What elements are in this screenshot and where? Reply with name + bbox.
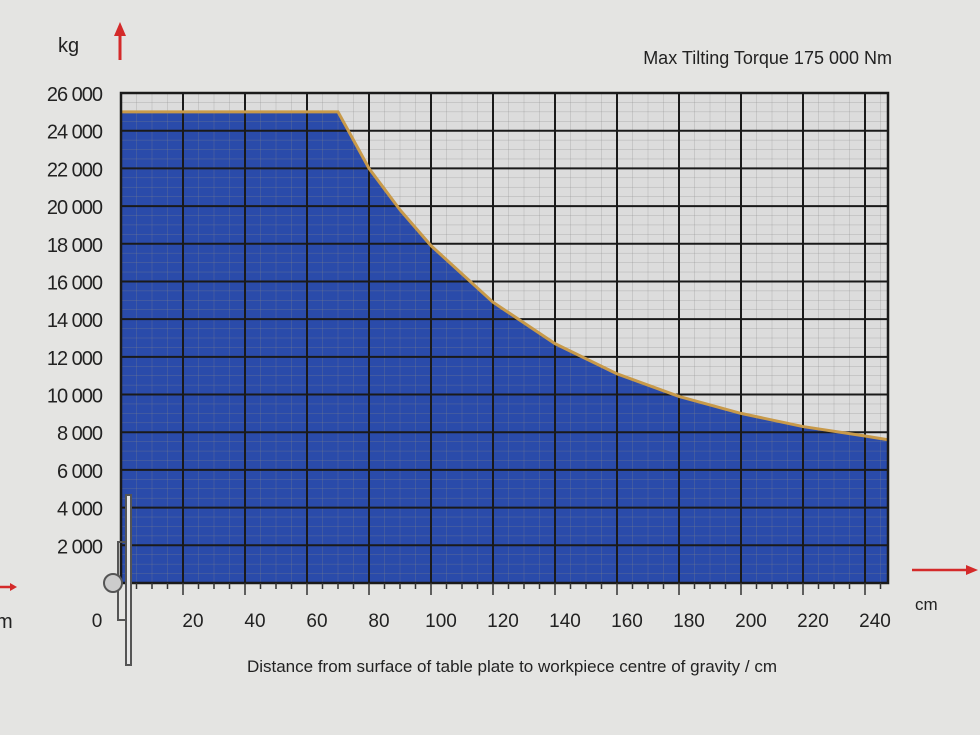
x-tick-label: 120 [487,611,519,632]
y-tick-label: 26 000 [47,84,103,106]
x-tick-label: 100 [425,611,457,632]
x-tick-label: 240 [859,611,891,632]
x-tick-label: 180 [673,611,705,632]
x-tick-label: 200 [735,611,767,632]
x-tick-label: 160 [611,611,643,632]
y-tick-label: 6 000 [57,461,103,483]
y-tick-label: 22 000 [47,159,103,181]
x-tick-label: 220 [797,611,829,632]
y-tick-label: 20 000 [47,197,103,219]
x-tick-label: 140 [549,611,581,632]
y-unit-label: kg [58,35,79,57]
x-axis-label: Distance from surface of table plate to … [247,657,777,676]
x-tick-label: 60 [306,611,327,632]
y-tick-label: 2 000 [57,536,103,558]
plot-frame [119,91,890,585]
y-tick-label: 18 000 [47,235,103,257]
x-tick-label: 80 [368,611,389,632]
y-tick-label: 4 000 [57,499,103,521]
capacity-curve [121,110,889,442]
y-tick-label: 14 000 [47,310,103,332]
y-tick-label: 10 000 [47,386,103,408]
y-tick-label: 8 000 [57,423,103,445]
x-tick-label: 20 [182,611,203,632]
y-tick-label: 12 000 [47,348,103,370]
x-tick-label: 40 [244,611,265,632]
left-edge-text: m [0,611,13,633]
chart-title: Max Tilting Torque 175 000 Nm [643,48,892,68]
table-plate-icon [103,494,132,666]
y-axis-arrow-icon [114,22,126,60]
y-tick-label: 16 000 [47,272,103,294]
x-axis-arrow-icon [912,565,978,575]
left-arrow-icon [0,583,17,591]
y-tick-label: 24 000 [47,122,103,144]
x-tick-label: 0 [92,611,103,632]
x-unit-label: cm [915,595,938,614]
